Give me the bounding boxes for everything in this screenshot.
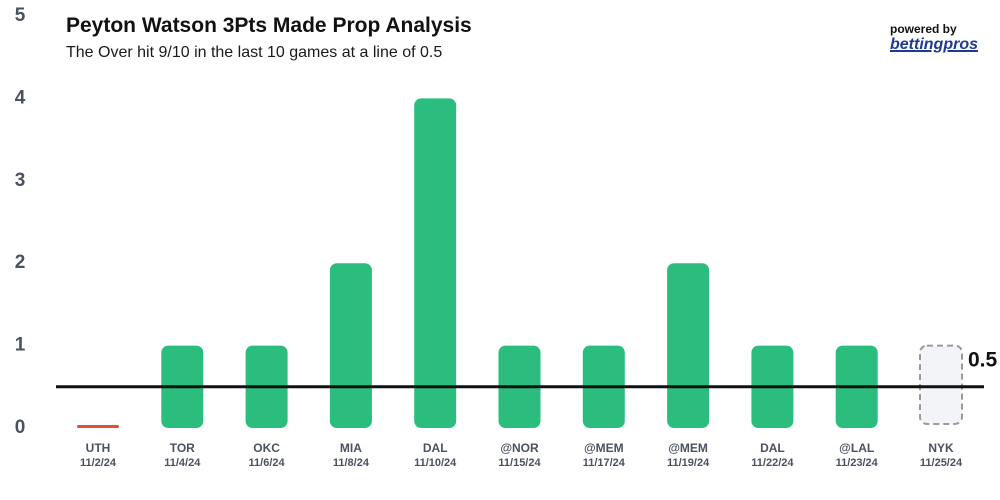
x-tick-date: 11/4/24 <box>164 457 201 469</box>
y-tick-label: 1 <box>15 335 26 356</box>
x-tick-team: @MEM <box>668 441 708 455</box>
x-tick-date: 11/10/24 <box>414 457 457 469</box>
x-tick-date: 11/2/24 <box>80 457 117 469</box>
brand-logo[interactable]: powered by bettingpros <box>890 22 978 54</box>
powered-by-label: powered by <box>890 22 957 36</box>
bar-zero <box>77 425 119 428</box>
x-tick-team: @NOR <box>500 441 539 455</box>
y-tick-label: 5 <box>15 5 26 26</box>
bar-upcoming <box>919 344 963 426</box>
bettingpros-logo: bettingpros <box>890 36 978 53</box>
chart-title: Peyton Watson 3Pts Made Prop Analysis <box>66 14 472 37</box>
x-tick-date: 11/19/24 <box>667 457 710 469</box>
x-tick-date: 11/6/24 <box>249 457 286 469</box>
bar <box>667 263 710 428</box>
x-tick-team: MIA <box>340 441 362 455</box>
x-tick-date: 11/15/24 <box>498 457 541 469</box>
x-tick-date: 11/25/24 <box>920 457 963 469</box>
y-tick-label: 4 <box>15 87 26 108</box>
chart-subtitle: The Over hit 9/10 in the last 10 games a… <box>66 44 443 61</box>
x-tick-team: NYK <box>928 441 954 455</box>
y-tick-label: 3 <box>15 170 26 191</box>
x-tick-team: @MEM <box>584 441 624 455</box>
bar <box>414 98 457 429</box>
x-tick-date: 11/8/24 <box>333 457 370 469</box>
x-tick-team: TOR <box>170 441 195 455</box>
x-tick-team: DAL <box>760 441 785 455</box>
x-tick-date: 11/22/24 <box>751 457 794 469</box>
x-tick-team: DAL <box>423 441 448 455</box>
y-tick-label: 0 <box>15 417 26 438</box>
x-tick-team: @LAL <box>839 441 874 455</box>
x-tick-date: 11/17/24 <box>583 457 626 469</box>
bar <box>329 263 372 428</box>
y-tick-label: 2 <box>15 252 26 273</box>
prop-line-label: 0.5 <box>968 348 998 371</box>
x-tick-date: 11/23/24 <box>836 457 879 469</box>
x-tick-team: UTH <box>86 441 111 455</box>
x-tick-team: OKC <box>253 441 280 455</box>
